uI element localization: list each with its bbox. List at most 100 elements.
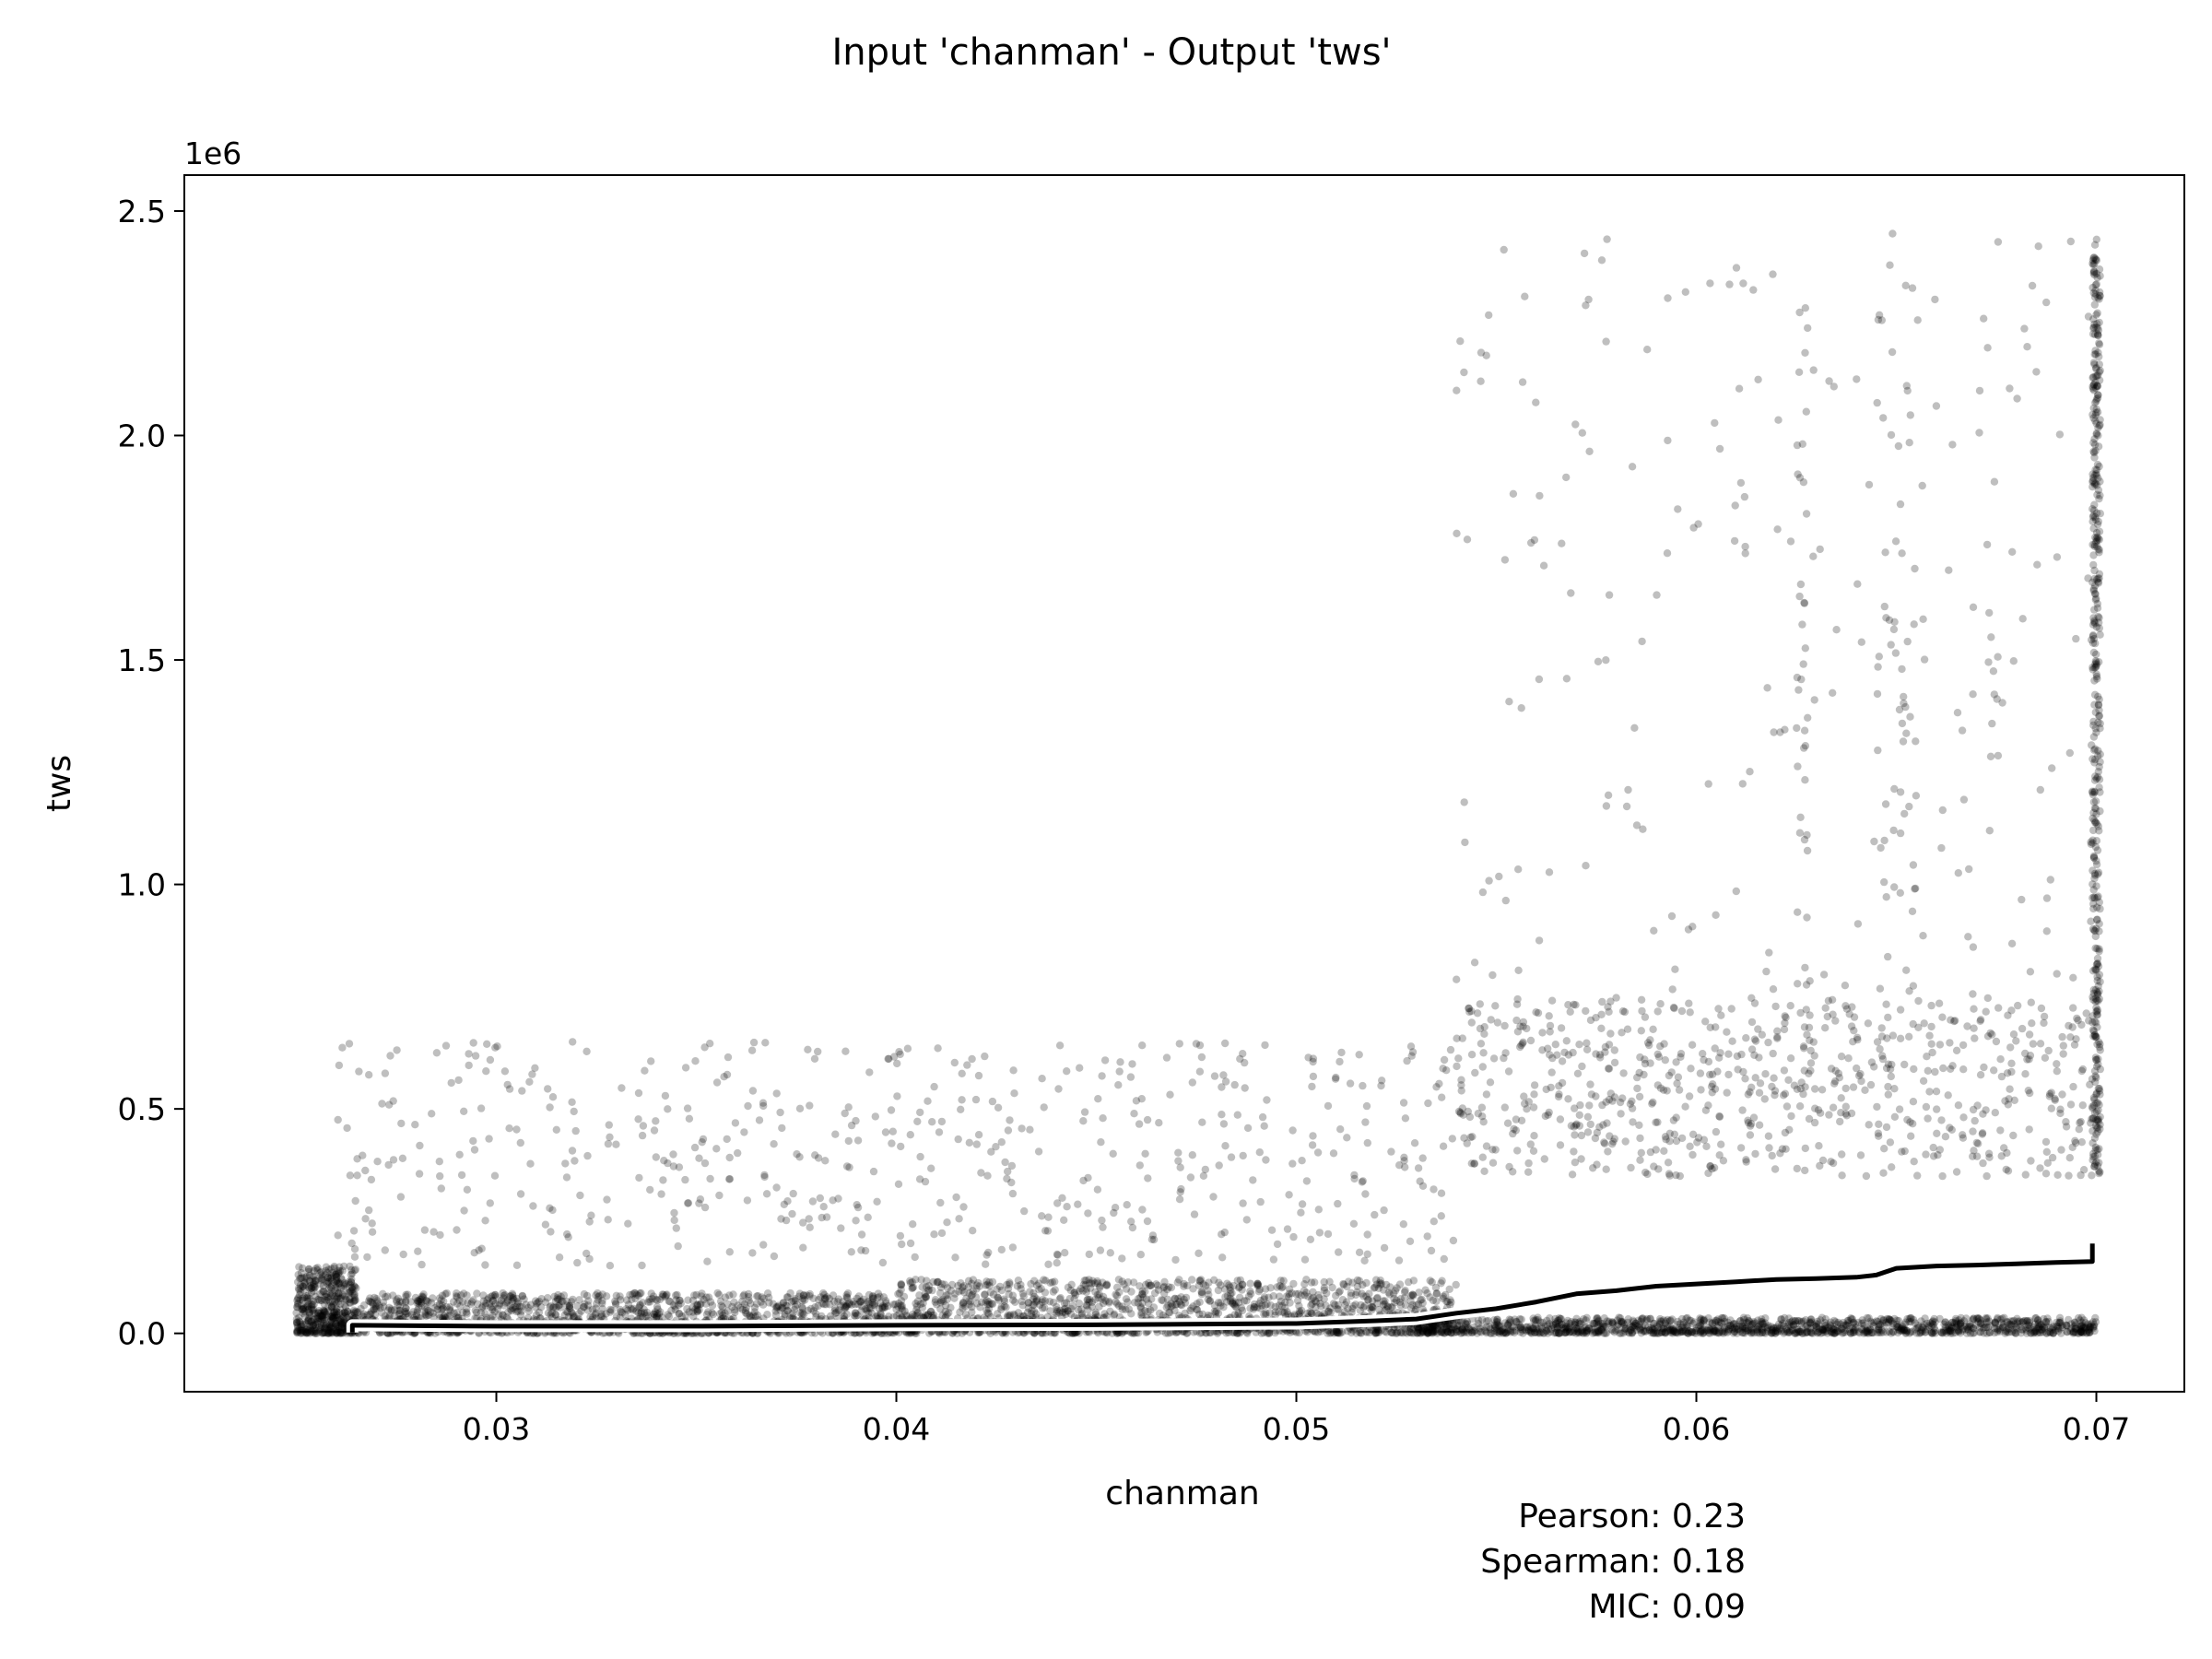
scatter-point bbox=[371, 1305, 380, 1313]
scatter-point bbox=[2041, 1137, 2051, 1147]
scatter-point bbox=[324, 1273, 333, 1282]
scatter-point bbox=[300, 1279, 309, 1288]
scatter-point bbox=[330, 1308, 339, 1317]
scatter-point bbox=[300, 1312, 310, 1320]
scatter-point bbox=[1688, 1130, 1698, 1139]
scatter-point bbox=[1642, 1326, 1651, 1335]
scatter-point bbox=[821, 1294, 830, 1302]
scatter-point bbox=[2053, 1322, 2061, 1331]
scatter-point bbox=[1477, 1040, 1486, 1048]
scatter-point bbox=[501, 1299, 511, 1307]
scatter-point bbox=[1277, 1284, 1287, 1292]
scatter-point bbox=[2006, 1043, 2015, 1052]
scatter-point bbox=[1821, 1315, 1830, 1324]
scatter-point bbox=[1994, 1325, 2002, 1335]
scatter-point bbox=[1225, 1281, 1233, 1289]
scatter-point bbox=[1817, 1329, 1825, 1337]
scatter-point bbox=[337, 1323, 346, 1332]
scatter-point bbox=[319, 1311, 327, 1320]
scatter-point bbox=[1167, 1283, 1176, 1292]
scatter-point bbox=[1526, 1036, 1535, 1045]
scatter-point bbox=[294, 1295, 302, 1303]
scatter-point bbox=[1491, 1002, 1500, 1010]
scatter-point bbox=[2041, 1053, 2050, 1063]
scatter-point bbox=[645, 1295, 653, 1304]
scatter-point bbox=[854, 1300, 863, 1309]
scatter-point bbox=[327, 1284, 335, 1292]
scatter-point bbox=[311, 1283, 319, 1291]
scatter-point bbox=[294, 1277, 302, 1287]
scatter-point bbox=[299, 1294, 307, 1302]
scatter-point bbox=[1587, 1090, 1596, 1099]
scatter-point bbox=[665, 1312, 674, 1321]
scatter-point bbox=[327, 1323, 335, 1331]
scatter-point bbox=[304, 1294, 312, 1302]
scatter-point bbox=[295, 1313, 303, 1322]
scatter-point bbox=[592, 1309, 600, 1317]
scatter-point bbox=[1500, 1103, 1510, 1112]
scatter-point bbox=[759, 1300, 768, 1309]
scatter-point bbox=[297, 1269, 306, 1277]
scatter-point bbox=[1879, 1315, 1888, 1324]
scatter-point bbox=[350, 1289, 359, 1298]
scatter-point bbox=[326, 1324, 335, 1332]
scatter-point bbox=[313, 1309, 323, 1317]
scatter-point bbox=[417, 1299, 426, 1308]
scatter-point bbox=[643, 1312, 652, 1320]
scatter-point bbox=[1233, 1311, 1242, 1320]
scatter-point bbox=[629, 1306, 637, 1314]
scatter-point bbox=[1041, 1277, 1050, 1285]
scatter-point bbox=[304, 1326, 312, 1335]
scatter-point bbox=[1610, 1046, 1619, 1054]
scatter-point bbox=[870, 1301, 879, 1310]
scatter-point bbox=[1536, 1318, 1545, 1326]
scatter-point bbox=[658, 1290, 666, 1299]
scatter-point bbox=[1328, 1283, 1336, 1292]
scatter-point bbox=[1338, 1296, 1347, 1304]
scatter-point bbox=[1122, 1285, 1131, 1293]
scatter-point bbox=[402, 1307, 410, 1316]
scatter-point bbox=[309, 1322, 317, 1330]
scatter-point bbox=[1188, 1276, 1196, 1284]
scatter-point bbox=[512, 1302, 522, 1311]
scatter-point bbox=[379, 1298, 388, 1307]
scatter-point bbox=[330, 1307, 338, 1316]
scatter-point bbox=[424, 1306, 432, 1315]
scatter-point bbox=[324, 1329, 333, 1337]
scatter-point bbox=[506, 1301, 514, 1310]
scatter-point bbox=[330, 1264, 338, 1273]
scatter-point bbox=[310, 1322, 318, 1330]
scatter-point bbox=[1482, 1142, 1491, 1150]
scatter-point bbox=[332, 1321, 340, 1329]
scatter-point bbox=[2059, 1050, 2067, 1058]
scatter-point bbox=[292, 1309, 300, 1317]
scatter-point bbox=[327, 1319, 336, 1327]
scatter-point bbox=[2037, 1325, 2046, 1335]
scatter-point bbox=[304, 1326, 312, 1335]
scatter-point bbox=[1353, 1288, 1361, 1297]
scatter-point bbox=[1543, 1316, 1551, 1325]
scatter-point bbox=[335, 1288, 343, 1298]
scatter-point bbox=[1742, 1034, 1750, 1042]
scatter-point bbox=[1933, 1105, 1941, 1113]
scatter-point bbox=[312, 1265, 320, 1273]
scatter-point bbox=[1362, 1278, 1371, 1288]
scatter-point bbox=[313, 1264, 322, 1272]
scatter-point bbox=[328, 1312, 337, 1321]
scatter-point bbox=[1677, 1314, 1687, 1324]
scatter-point bbox=[339, 1309, 347, 1318]
scatter-point bbox=[1741, 1075, 1749, 1083]
scatter-point bbox=[1368, 1302, 1376, 1312]
scatter-point bbox=[551, 1297, 560, 1306]
scatter-point bbox=[1569, 1048, 1577, 1057]
scatter-point bbox=[964, 1277, 973, 1285]
scatter-point bbox=[1401, 1300, 1410, 1310]
scatter-point bbox=[622, 1305, 630, 1313]
scatter-point bbox=[1147, 1295, 1156, 1303]
scatter-point bbox=[347, 1265, 356, 1275]
scatter-point bbox=[293, 1321, 301, 1329]
scatter-point bbox=[1820, 1322, 1830, 1330]
scatter-point bbox=[331, 1292, 339, 1300]
scatter-point bbox=[488, 1305, 497, 1314]
scatter-point bbox=[1829, 1103, 1838, 1112]
